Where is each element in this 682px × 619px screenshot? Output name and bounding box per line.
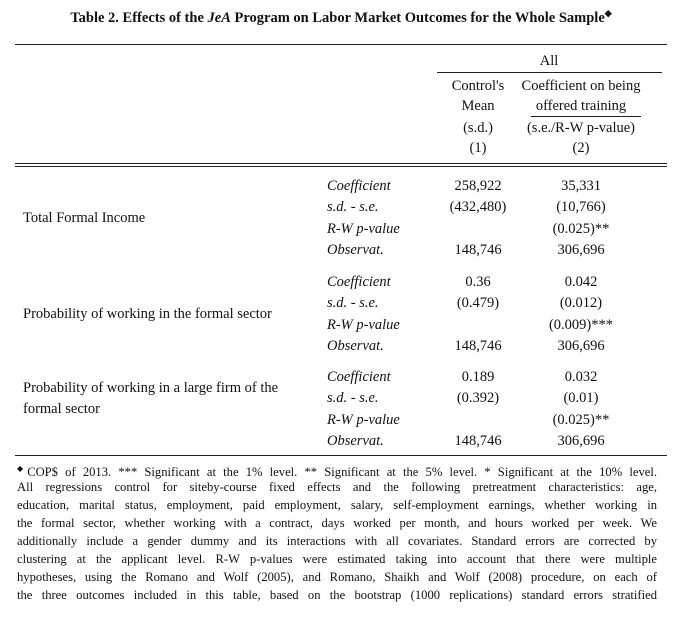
column-header: (2) bbox=[572, 140, 590, 156]
coefficient-value: 35,331 bbox=[561, 178, 601, 194]
table-title: Table 2. Effects of the JeA Program on L… bbox=[0, 8, 682, 27]
column-header: offered training bbox=[535, 98, 627, 114]
control-value: 0.189 bbox=[461, 369, 495, 385]
control-value: 148,746 bbox=[454, 432, 502, 449]
coefficient-value: (0.01) bbox=[563, 390, 599, 407]
footnote-line: ◆COP$ of 2013. *** Significant at the 1%… bbox=[17, 460, 657, 481]
column-header: (s.d.) bbox=[463, 120, 493, 136]
stat-label: R-W p-value bbox=[327, 411, 400, 428]
footnote-line: additionally include a gender dummy and … bbox=[17, 534, 657, 548]
stat-label: Coefficient bbox=[327, 274, 391, 290]
header-rule bbox=[15, 166, 667, 167]
footnote-line: the formal sector, whether working with … bbox=[17, 516, 657, 530]
control-value: (432,480) bbox=[449, 199, 507, 216]
coefficient-value: 306,696 bbox=[557, 337, 605, 354]
footnote-line: the three outcomes included in this tabl… bbox=[17, 588, 657, 602]
row-label: Total Formal Income bbox=[23, 210, 146, 226]
control-value: (0.479) bbox=[456, 295, 500, 312]
stat-label: R-W p-value bbox=[327, 220, 400, 237]
footnote-line: clustering at the applicant level. R-W p… bbox=[17, 552, 657, 566]
footnote-text: COP$ of 2013. *** Significant at the 1% … bbox=[27, 465, 657, 480]
footnote-line: education, marital status, employment, p… bbox=[17, 498, 657, 512]
coefficient-value: 306,696 bbox=[557, 241, 605, 258]
row-label: formal sector bbox=[23, 401, 100, 417]
stat-label: s.d. - s.e. bbox=[327, 199, 379, 216]
stat-label: R-W p-value bbox=[327, 316, 400, 333]
stat-label: Coefficient bbox=[327, 369, 391, 385]
footnote-line: All regressions control for siteby-cours… bbox=[17, 480, 657, 494]
stat-label: s.d. - s.e. bbox=[327, 295, 379, 312]
coefficient-value: 306,696 bbox=[557, 432, 605, 449]
stat-label: Observat. bbox=[327, 432, 384, 449]
coefficient-value: (0.009)*** bbox=[548, 316, 614, 333]
footnote-line: hypotheses, using the Romano and Wolf (2… bbox=[17, 570, 657, 584]
row-label: Probability of working in a large firm o… bbox=[23, 380, 279, 396]
stat-label: Coefficient bbox=[327, 178, 391, 194]
column-header: Control's bbox=[451, 78, 505, 94]
group-underline bbox=[437, 72, 662, 73]
column-header: Mean bbox=[461, 98, 495, 114]
header-underline bbox=[531, 116, 641, 117]
stat-label: Observat. bbox=[327, 241, 384, 258]
group-header: All bbox=[539, 53, 559, 69]
stat-label: Observat. bbox=[327, 337, 384, 354]
coefficient-value: (0.025)** bbox=[552, 220, 610, 237]
header-rule bbox=[15, 163, 667, 164]
footnote-marker: ◆ bbox=[17, 464, 28, 473]
coefficient-value: (0.012) bbox=[559, 295, 603, 312]
title-emphasis: JeA bbox=[207, 9, 231, 26]
column-header: (1) bbox=[469, 140, 487, 156]
top-rule bbox=[15, 44, 667, 45]
column-header: Coefficient on being bbox=[521, 78, 641, 94]
title-text: Program on Labor Market Outcomes for the… bbox=[230, 9, 605, 26]
control-value: 258,922 bbox=[454, 178, 502, 194]
coefficient-value: 0.042 bbox=[564, 274, 598, 290]
control-value: 0.36 bbox=[465, 274, 491, 290]
control-value: 148,746 bbox=[454, 241, 502, 258]
title-text: Table 2. Effects of the bbox=[70, 9, 208, 26]
coefficient-value: (10,766) bbox=[556, 199, 606, 216]
bottom-rule bbox=[15, 455, 667, 456]
coefficient-value: (0.025)** bbox=[552, 411, 610, 428]
control-value: 148,746 bbox=[454, 337, 502, 354]
title-marker: ◆ bbox=[604, 8, 612, 18]
control-value: (0.392) bbox=[456, 390, 500, 407]
column-header: (s.e./R-W p-value) bbox=[526, 120, 636, 136]
coefficient-value: 0.032 bbox=[564, 369, 598, 385]
stat-label: s.d. - s.e. bbox=[327, 390, 379, 407]
row-label: Probability of working in the formal sec… bbox=[23, 306, 272, 322]
